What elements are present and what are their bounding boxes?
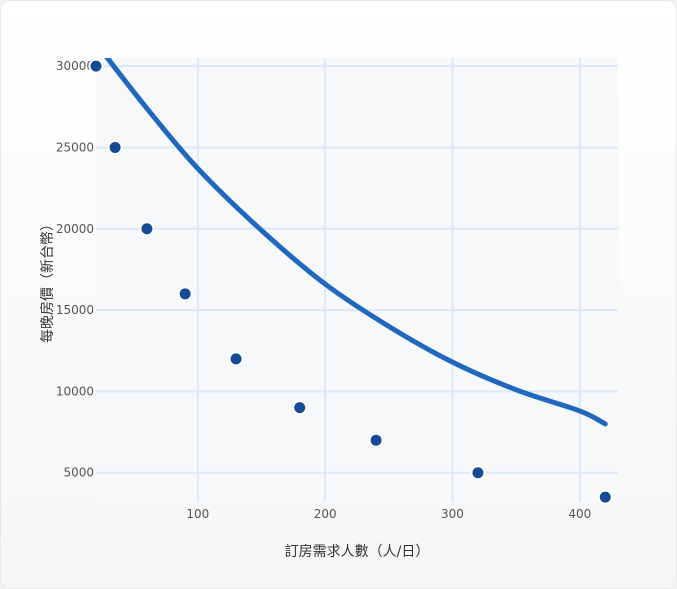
y-tick-label: 15000 xyxy=(56,303,94,317)
x-axis-title: 訂房需求人數（人/日） xyxy=(285,544,430,560)
x-tick-label: 400 xyxy=(568,507,591,521)
data-point xyxy=(88,58,104,74)
data-point xyxy=(597,489,613,505)
fit-curve-layer xyxy=(104,58,608,427)
y-tick-label: 5000 xyxy=(63,466,94,480)
data-point xyxy=(228,351,244,367)
x-tick-label: 300 xyxy=(441,507,464,521)
data-point xyxy=(368,432,384,448)
grid xyxy=(96,58,618,502)
data-point xyxy=(470,465,486,481)
x-tick-label: 100 xyxy=(186,507,209,521)
y-tick-label: 25000 xyxy=(56,140,94,154)
x-tick-label: 200 xyxy=(314,507,337,521)
data-points xyxy=(88,58,613,505)
data-point xyxy=(177,286,193,302)
data-point xyxy=(292,400,308,416)
data-point xyxy=(139,221,155,237)
axis-ticks: 100 200 300 400 5000 10000 15000 20000 25000 3000… xyxy=(56,59,591,521)
y-tick-label: 10000 xyxy=(56,384,94,398)
data-point xyxy=(107,139,123,155)
y-tick-label: 30000 xyxy=(56,59,94,73)
plot-area xyxy=(96,58,618,502)
y-tick-label: 20000 xyxy=(56,222,94,236)
y-axis-title: 每晚房價（新台幣） xyxy=(39,217,56,343)
fit-curve xyxy=(104,58,608,427)
